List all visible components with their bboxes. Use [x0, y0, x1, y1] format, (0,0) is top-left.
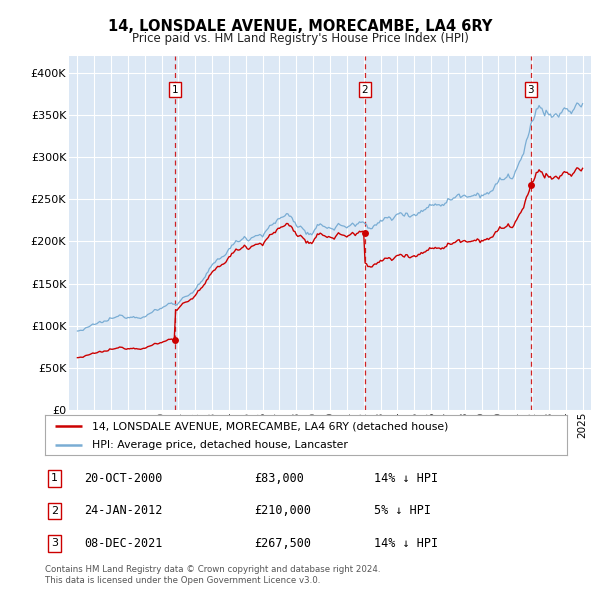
Text: 14, LONSDALE AVENUE, MORECAMBE, LA4 6RY (detached house): 14, LONSDALE AVENUE, MORECAMBE, LA4 6RY … — [92, 421, 448, 431]
Text: 14% ↓ HPI: 14% ↓ HPI — [374, 472, 438, 485]
Text: HPI: Average price, detached house, Lancaster: HPI: Average price, detached house, Lanc… — [92, 440, 348, 450]
Text: 2: 2 — [362, 85, 368, 95]
Text: 2: 2 — [51, 506, 58, 516]
Text: £210,000: £210,000 — [254, 504, 311, 517]
Text: 3: 3 — [527, 85, 534, 95]
Text: £83,000: £83,000 — [254, 472, 304, 485]
Text: 08-DEC-2021: 08-DEC-2021 — [84, 537, 163, 550]
Text: Contains HM Land Registry data © Crown copyright and database right 2024.: Contains HM Land Registry data © Crown c… — [45, 565, 380, 574]
Text: Price paid vs. HM Land Registry's House Price Index (HPI): Price paid vs. HM Land Registry's House … — [131, 32, 469, 45]
Text: 20-OCT-2000: 20-OCT-2000 — [84, 472, 163, 485]
Text: This data is licensed under the Open Government Licence v3.0.: This data is licensed under the Open Gov… — [45, 576, 320, 585]
Text: 5% ↓ HPI: 5% ↓ HPI — [374, 504, 431, 517]
Text: 1: 1 — [172, 85, 178, 95]
Text: 24-JAN-2012: 24-JAN-2012 — [84, 504, 163, 517]
Text: £267,500: £267,500 — [254, 537, 311, 550]
Text: 3: 3 — [51, 539, 58, 549]
Text: 1: 1 — [51, 473, 58, 483]
Text: 14, LONSDALE AVENUE, MORECAMBE, LA4 6RY: 14, LONSDALE AVENUE, MORECAMBE, LA4 6RY — [108, 19, 492, 34]
Text: 14% ↓ HPI: 14% ↓ HPI — [374, 537, 438, 550]
